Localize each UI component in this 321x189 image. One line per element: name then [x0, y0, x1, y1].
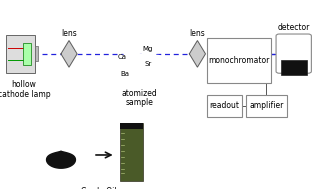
- Polygon shape: [189, 41, 205, 67]
- Circle shape: [146, 68, 158, 75]
- Text: monochromator: monochromator: [208, 56, 270, 65]
- Circle shape: [152, 56, 162, 62]
- Text: amplifier: amplifier: [249, 101, 284, 110]
- Circle shape: [133, 69, 147, 77]
- FancyBboxPatch shape: [207, 94, 242, 117]
- Circle shape: [126, 54, 153, 70]
- FancyBboxPatch shape: [23, 43, 31, 65]
- Text: Crude Oil: Crude Oil: [81, 187, 117, 189]
- FancyBboxPatch shape: [120, 123, 143, 129]
- Text: Ba: Ba: [121, 71, 130, 77]
- Circle shape: [143, 49, 156, 57]
- Circle shape: [124, 49, 139, 58]
- Text: Mg: Mg: [143, 46, 153, 52]
- Text: cathode lamp: cathode lamp: [0, 90, 50, 99]
- Text: lens: lens: [61, 29, 77, 38]
- Circle shape: [117, 56, 127, 62]
- FancyBboxPatch shape: [281, 60, 307, 75]
- FancyBboxPatch shape: [246, 94, 287, 117]
- Text: hollow: hollow: [12, 80, 37, 89]
- Polygon shape: [47, 151, 75, 168]
- Polygon shape: [61, 41, 77, 67]
- FancyBboxPatch shape: [276, 34, 311, 73]
- Circle shape: [115, 63, 129, 71]
- Text: detector: detector: [278, 23, 310, 32]
- Circle shape: [150, 63, 164, 71]
- FancyBboxPatch shape: [120, 123, 143, 181]
- FancyBboxPatch shape: [6, 35, 35, 73]
- Text: sample: sample: [126, 98, 153, 107]
- Text: readout: readout: [210, 101, 240, 110]
- FancyBboxPatch shape: [35, 46, 38, 61]
- Text: Sr: Sr: [144, 61, 151, 67]
- Text: atomized: atomized: [122, 89, 158, 98]
- Circle shape: [121, 68, 134, 75]
- Text: Ca: Ca: [117, 54, 126, 60]
- Text: lens: lens: [189, 29, 205, 38]
- FancyBboxPatch shape: [207, 38, 271, 83]
